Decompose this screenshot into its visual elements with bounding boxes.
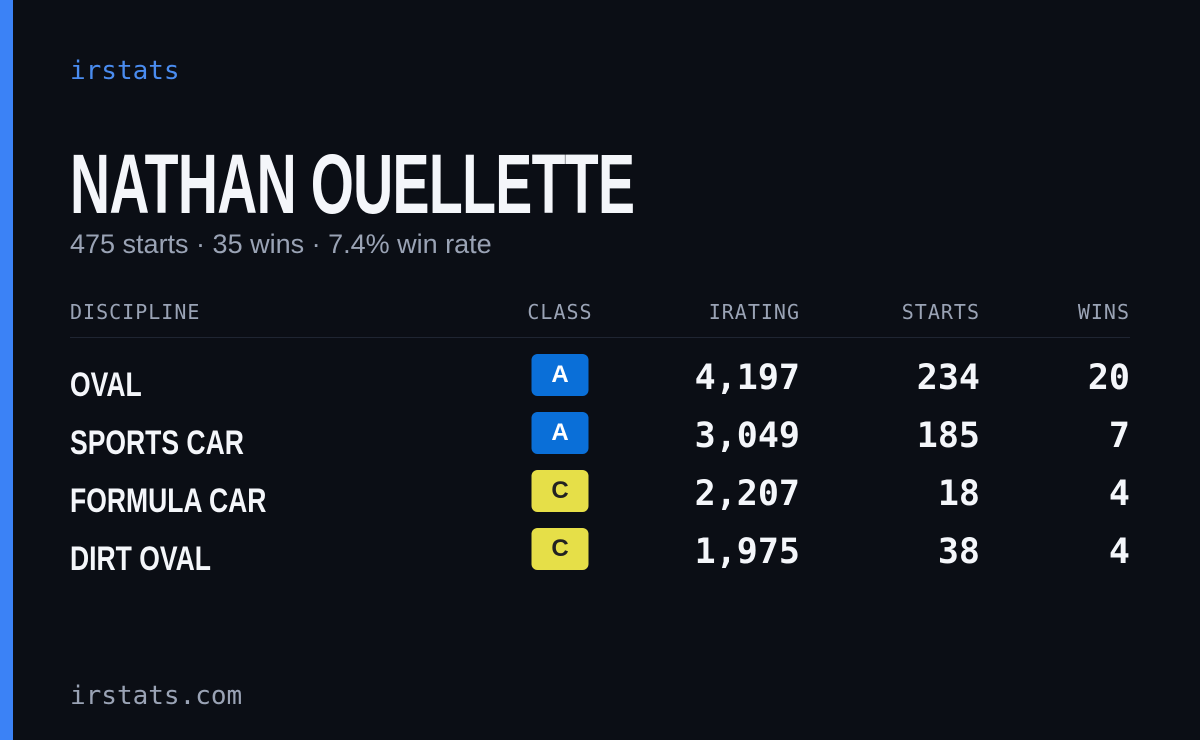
irating: 2,207 bbox=[694, 474, 800, 514]
discipline: DIRT OVAL bbox=[70, 540, 211, 578]
class-badge: A bbox=[531, 354, 589, 396]
starts: 234 bbox=[916, 358, 980, 398]
starts: 185 bbox=[916, 416, 980, 456]
irating: 4,197 bbox=[694, 358, 800, 398]
wins: 20 bbox=[1087, 358, 1130, 398]
accent-stripe bbox=[0, 0, 13, 740]
header-rule bbox=[70, 337, 1130, 338]
wins: 4 bbox=[1108, 474, 1130, 514]
wins: 7 bbox=[1108, 416, 1130, 456]
class-badge: A bbox=[531, 412, 589, 454]
discipline: OVAL bbox=[70, 366, 142, 404]
column-header: CLASS bbox=[527, 300, 593, 324]
starts: 38 bbox=[937, 532, 980, 572]
column-header: DISCIPLINE bbox=[70, 300, 201, 324]
summary: 475 starts · 35 wins · 7.4% win rate bbox=[70, 229, 492, 259]
wins: 4 bbox=[1108, 532, 1130, 572]
class-badge: C bbox=[531, 528, 589, 570]
column-header: STARTS bbox=[901, 300, 980, 324]
class-badge: C bbox=[531, 470, 589, 512]
brand: irstats bbox=[70, 56, 180, 86]
discipline: FORMULA CAR bbox=[70, 482, 267, 520]
starts: 18 bbox=[937, 474, 980, 514]
footer-url: irstats.com bbox=[70, 681, 243, 711]
irating: 3,049 bbox=[694, 416, 800, 456]
discipline: SPORTS CAR bbox=[70, 424, 244, 462]
irating: 1,975 bbox=[694, 532, 800, 572]
column-header: IRATING bbox=[708, 300, 800, 324]
driver-name: NATHAN OUELLETTE bbox=[70, 137, 635, 231]
column-header: WINS bbox=[1077, 300, 1130, 324]
